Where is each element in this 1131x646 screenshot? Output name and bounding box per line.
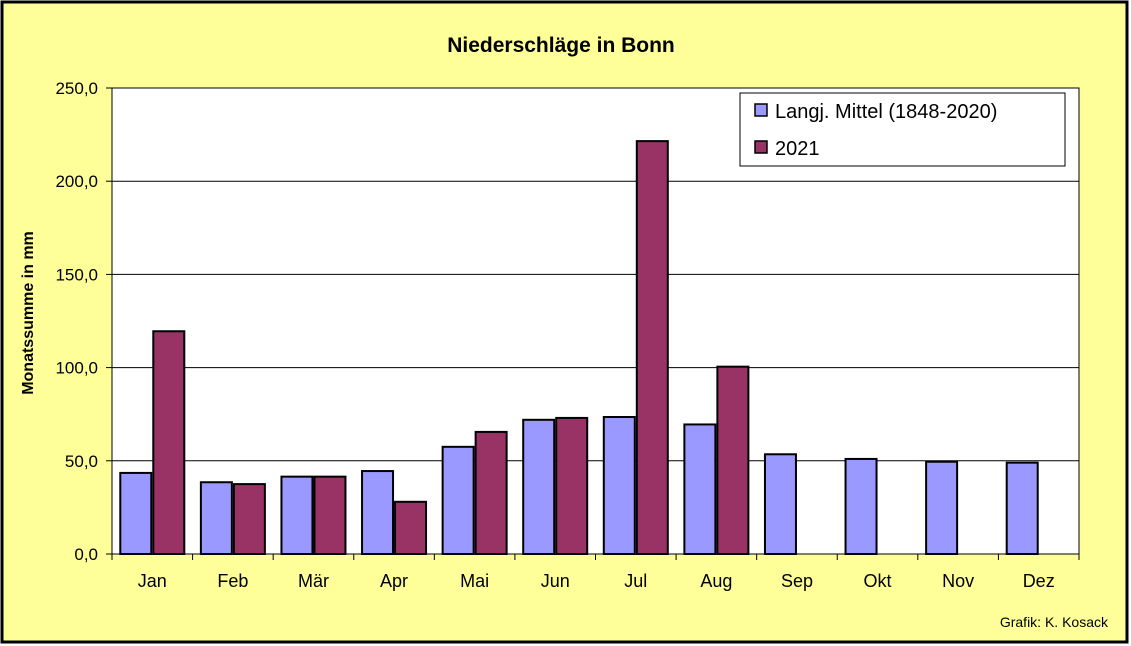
x-tick-label: Jul <box>624 571 647 591</box>
y-tick-label: 150,0 <box>55 265 98 284</box>
legend-label-2021: 2021 <box>775 138 820 160</box>
legend-swatch-2021 <box>754 140 768 154</box>
x-tick-label: Aug <box>700 571 732 591</box>
bar-2021-4 <box>474 430 508 555</box>
bar-mittel-1 <box>199 481 233 555</box>
x-tick-label: Apr <box>380 571 408 591</box>
x-tick-label: Mai <box>460 571 489 591</box>
x-tick-label: Sep <box>781 571 813 591</box>
bar-mittel-4 <box>441 445 475 556</box>
x-tick-label: Okt <box>864 571 892 591</box>
bar-2021-6 <box>635 140 669 555</box>
bar-mittel-0 <box>119 471 153 555</box>
bar-mittel-7 <box>683 423 717 555</box>
bar-mittel-3 <box>361 470 395 555</box>
legend-swatch-mittel <box>754 103 768 117</box>
legend: Langj. Mittel (1848-2020) 2021 <box>739 92 1066 167</box>
x-tick-label: Jan <box>138 571 167 591</box>
y-tick-label: 250,0 <box>55 79 98 98</box>
legend-label-mittel: Langj. Mittel (1848-2020) <box>775 101 997 123</box>
bar-mittel-9 <box>844 457 878 556</box>
x-tick-label: Jun <box>541 571 570 591</box>
x-tick-label: Mär <box>298 571 329 591</box>
bar-mittel-8 <box>763 453 797 555</box>
bar-mittel-11 <box>1005 461 1039 555</box>
x-tick-label: Nov <box>942 571 974 591</box>
bar-2021-2 <box>313 475 347 556</box>
bar-2021-5 <box>555 416 589 556</box>
credit-text: Grafik: K. Kosack <box>1000 614 1109 630</box>
y-axis-ticks: 0,0 50,0 100,0 150,0 200,0 250,0 <box>55 79 112 564</box>
bar-2021-3 <box>394 500 428 556</box>
chart-title: Niederschläge in Bonn <box>447 34 675 57</box>
y-tick-label: 200,0 <box>55 172 98 191</box>
y-tick-label: 100,0 <box>55 359 98 378</box>
legend-box <box>739 92 1066 167</box>
x-axis-ticks: Jan Feb Mär Apr Mai Jun Jul Aug Sep Okt Nov Dez <box>111 554 1080 591</box>
y-tick-label: 0,0 <box>74 545 98 564</box>
bar-2021-7 <box>716 365 750 555</box>
grid-lines <box>112 180 1079 462</box>
bar-mittel-5 <box>522 418 556 555</box>
bar-mittel-6 <box>602 415 636 555</box>
bar-mittel-2 <box>280 475 314 556</box>
y-axis-label: Monatssumme in mm <box>20 231 37 395</box>
bar-mittel-10 <box>925 460 959 555</box>
x-tick-label: Dez <box>1023 571 1055 591</box>
bar-2021-1 <box>232 483 266 556</box>
bars <box>119 140 1039 556</box>
y-tick-label: 50,0 <box>65 452 98 471</box>
bar-2021-0 <box>152 330 186 556</box>
x-tick-label: Feb <box>217 571 248 591</box>
